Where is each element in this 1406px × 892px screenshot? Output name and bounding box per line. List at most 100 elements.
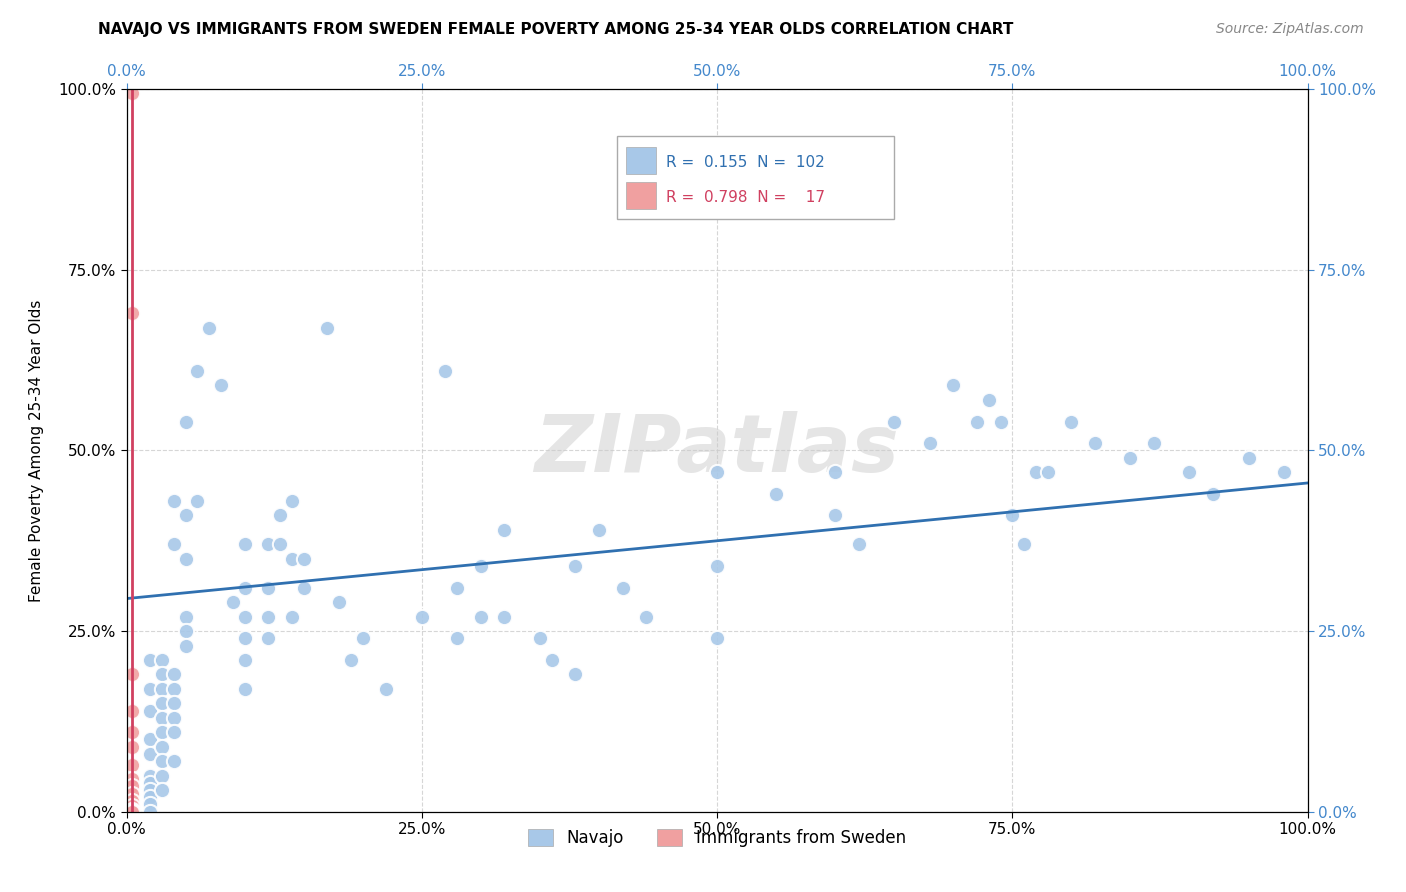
Point [139, 732, 162, 747]
Point [706, 559, 728, 574]
Point [1060, 415, 1083, 429]
Point [269, 537, 291, 551]
Point [257, 581, 280, 595]
Point [233, 537, 256, 551]
Point [292, 581, 315, 595]
Point [186, 364, 208, 378]
Point [233, 632, 256, 646]
Point [121, 804, 143, 818]
Point [121, 805, 143, 819]
Point [1237, 450, 1260, 465]
Point [292, 551, 315, 566]
Point [121, 803, 143, 817]
Point [281, 609, 304, 624]
Point [375, 681, 398, 696]
Point [990, 415, 1012, 429]
Point [233, 681, 256, 696]
Point [848, 537, 870, 551]
Text: Source: ZipAtlas.com: Source: ZipAtlas.com [1216, 22, 1364, 37]
Point [281, 494, 304, 508]
Y-axis label: Female Poverty Among 25-34 Year Olds: Female Poverty Among 25-34 Year Olds [30, 300, 44, 601]
Point [150, 711, 173, 725]
Point [121, 772, 143, 787]
Point [150, 754, 173, 768]
Point [340, 653, 363, 667]
Point [174, 508, 197, 523]
Point [121, 794, 143, 808]
Point [588, 523, 610, 537]
Point [174, 639, 197, 653]
FancyBboxPatch shape [617, 136, 894, 219]
Point [163, 725, 186, 739]
Point [121, 86, 143, 100]
Point [257, 632, 280, 646]
Point [257, 609, 280, 624]
Point [174, 415, 197, 429]
Point [529, 632, 551, 646]
Point [706, 632, 728, 646]
Point [1143, 436, 1166, 450]
Point [209, 378, 232, 392]
Point [163, 754, 186, 768]
Point [121, 780, 143, 794]
Point [1001, 508, 1024, 523]
Point [150, 667, 173, 681]
Point [918, 436, 941, 450]
FancyBboxPatch shape [626, 182, 655, 209]
Point [121, 787, 143, 801]
Text: ZIPatlas: ZIPatlas [534, 411, 900, 490]
Point [222, 595, 245, 609]
Point [139, 653, 162, 667]
Point [942, 378, 965, 392]
Point [233, 653, 256, 667]
Point [150, 681, 173, 696]
Point [163, 494, 186, 508]
Point [1119, 450, 1142, 465]
Point [1025, 465, 1047, 479]
Point [150, 739, 173, 754]
Point [564, 559, 586, 574]
Point [139, 797, 162, 812]
Point [977, 392, 1000, 407]
Point [163, 667, 186, 681]
Point [434, 364, 457, 378]
Point [765, 487, 787, 501]
Point [121, 306, 143, 320]
Point [150, 769, 173, 783]
Point [1272, 465, 1295, 479]
Point [139, 704, 162, 718]
Point [121, 739, 143, 754]
Point [198, 320, 221, 334]
Point [411, 609, 433, 624]
Text: R =  0.798  N =    17: R = 0.798 N = 17 [666, 190, 825, 205]
Point [1012, 537, 1035, 551]
Point [186, 494, 208, 508]
Point [470, 609, 492, 624]
Point [446, 581, 468, 595]
Point [883, 415, 905, 429]
Point [706, 465, 728, 479]
Point [174, 624, 197, 639]
Point [139, 747, 162, 761]
Point [1036, 465, 1059, 479]
Point [470, 559, 492, 574]
FancyBboxPatch shape [626, 147, 655, 175]
Point [139, 776, 162, 790]
Point [139, 681, 162, 696]
Point [564, 667, 586, 681]
Point [150, 696, 173, 710]
Point [163, 681, 186, 696]
Point [121, 805, 143, 819]
Point [121, 704, 143, 718]
Point [163, 537, 186, 551]
Point [139, 783, 162, 797]
Point [352, 632, 374, 646]
Point [1178, 465, 1201, 479]
Point [612, 581, 634, 595]
Point [966, 415, 988, 429]
Point [163, 696, 186, 710]
Point [269, 508, 291, 523]
Point [121, 805, 143, 819]
Point [150, 725, 173, 739]
Point [150, 653, 173, 667]
